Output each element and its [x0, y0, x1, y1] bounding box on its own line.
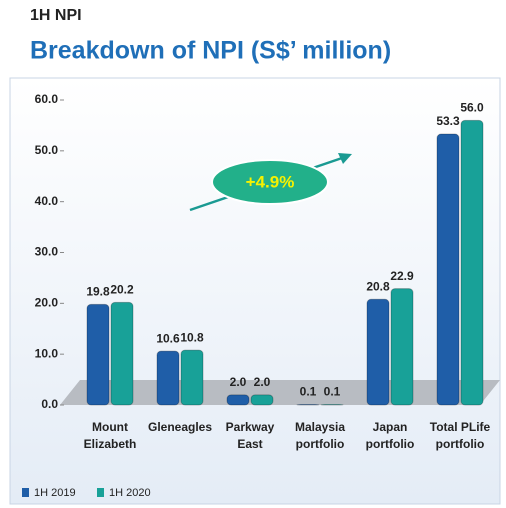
y-tick-label: 20.0 [35, 296, 59, 310]
y-tick-label: 40.0 [35, 194, 59, 208]
x-tick-label: Japan portfolio [366, 420, 415, 451]
value-label: 53.3 [436, 114, 460, 128]
value-label: 2.0 [230, 375, 247, 389]
chart-title: Breakdown of NPI (S$’ million) [30, 37, 391, 65]
value-label: 10.8 [180, 330, 204, 344]
value-label: 20.2 [110, 282, 134, 296]
x-tick-label: Mount Elizabeth [84, 420, 137, 451]
plot-background [9, 77, 501, 505]
bar [110, 301, 134, 406]
legend-label: 1H 2019 [34, 487, 76, 499]
bar [366, 298, 390, 406]
value-label: 20.8 [366, 279, 390, 293]
value-label: 0.1 [300, 385, 317, 399]
x-tick-label: Total PLife portfolio [430, 420, 491, 451]
bar [390, 288, 414, 406]
legend-swatch [97, 488, 104, 497]
bar [296, 403, 320, 406]
value-label: 2.0 [254, 375, 271, 389]
bar [226, 394, 250, 406]
bar [460, 119, 484, 406]
x-tick-label: Parkway East [226, 420, 275, 451]
y-tick-label: 30.0 [35, 245, 59, 259]
y-tick-label: 10.0 [35, 346, 59, 360]
bar [436, 133, 460, 406]
x-tick-label: Gleneagles [148, 420, 212, 434]
value-label: 10.6 [156, 331, 180, 345]
y-tick-label: 50.0 [35, 143, 59, 157]
supertitle: 1H NPI [30, 7, 82, 24]
value-label: 22.9 [390, 269, 414, 283]
bar [250, 394, 274, 406]
legend-swatch [22, 488, 29, 497]
y-tick-label: 60.0 [35, 92, 59, 106]
legend-label: 1H 2020 [109, 487, 151, 499]
bar [320, 403, 344, 406]
bar [156, 350, 180, 406]
annotation-badge [211, 159, 329, 205]
arrow-head [338, 153, 352, 164]
bar [180, 349, 204, 406]
value-label: 56.0 [460, 101, 484, 115]
bar [86, 303, 110, 406]
value-label: 19.8 [86, 285, 110, 299]
x-tick-label: Malaysia portfolio [295, 420, 345, 451]
value-label: 0.1 [324, 385, 341, 399]
y-tick-label: 0.0 [41, 397, 58, 411]
annotation: +4.9% [246, 172, 295, 191]
